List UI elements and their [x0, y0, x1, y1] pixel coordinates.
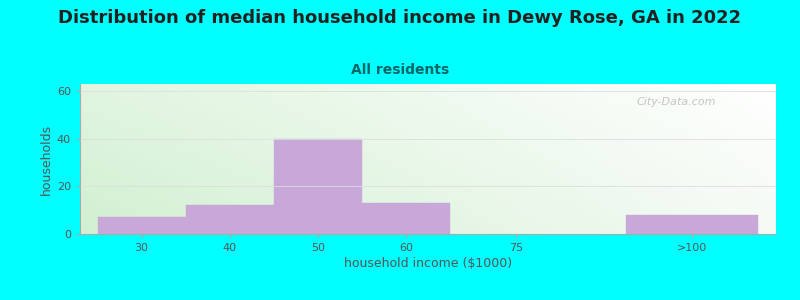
Bar — [626, 215, 758, 234]
Bar — [274, 139, 362, 234]
Text: All residents: All residents — [351, 63, 449, 77]
Text: City-Data.com: City-Data.com — [637, 97, 716, 107]
Y-axis label: households: households — [40, 123, 53, 195]
Bar — [362, 203, 450, 234]
X-axis label: household income ($1000): household income ($1000) — [344, 257, 512, 270]
Bar — [186, 206, 274, 234]
Text: Distribution of median household income in Dewy Rose, GA in 2022: Distribution of median household income … — [58, 9, 742, 27]
Bar — [98, 217, 186, 234]
